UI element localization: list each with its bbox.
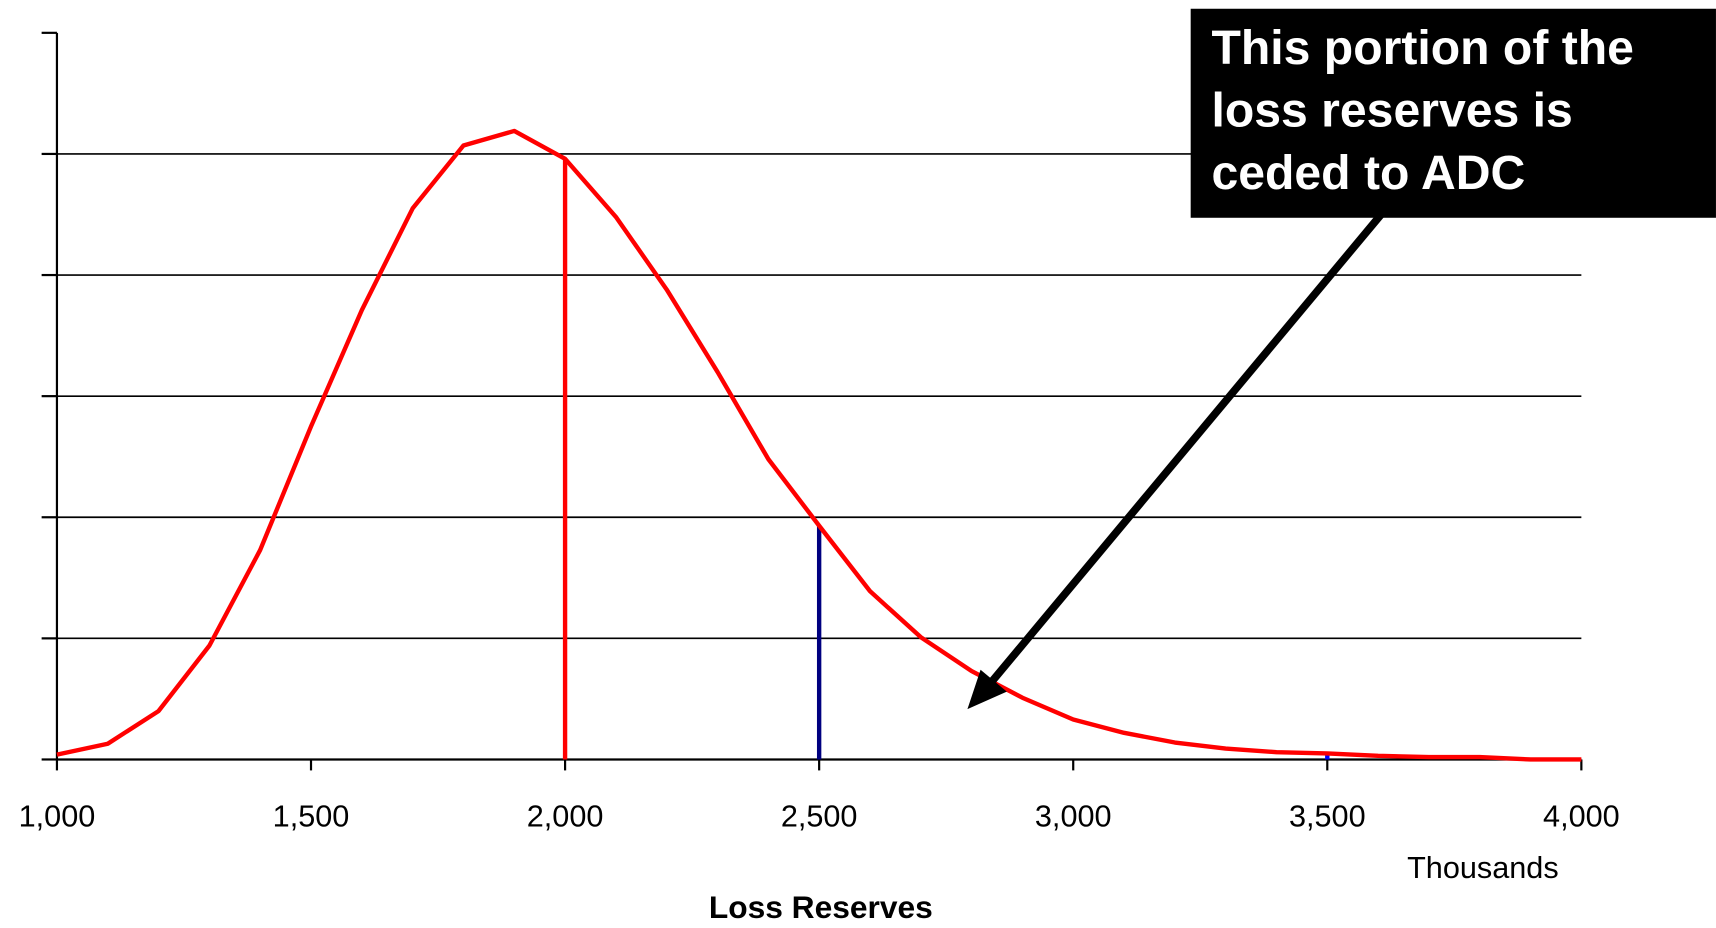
x-tick-label: 3,500 xyxy=(1289,800,1366,834)
annotation-box xyxy=(1190,8,1716,218)
x-unit-label: Thousands xyxy=(1407,851,1559,885)
x-tick-label: 4,000 xyxy=(1543,800,1620,834)
x-tick-label: 3,000 xyxy=(1035,800,1112,834)
x-tick-label: 2,000 xyxy=(527,800,604,834)
data-line xyxy=(56,128,1582,762)
annotation-text: loss reserves is xyxy=(1211,84,1572,138)
annotation-text: This portion of the xyxy=(1211,21,1634,75)
x-tick-label: 1,500 xyxy=(273,800,350,834)
annotation-arrowhead xyxy=(967,669,1007,710)
x-tick-label: 2,500 xyxy=(781,800,858,834)
annotation-text: ceded to ADC xyxy=(1211,146,1525,200)
annotation-arrow xyxy=(984,212,1385,690)
x-axis-label: Loss Reserves xyxy=(709,889,933,925)
x-tick-label: 1,000 xyxy=(19,800,96,834)
